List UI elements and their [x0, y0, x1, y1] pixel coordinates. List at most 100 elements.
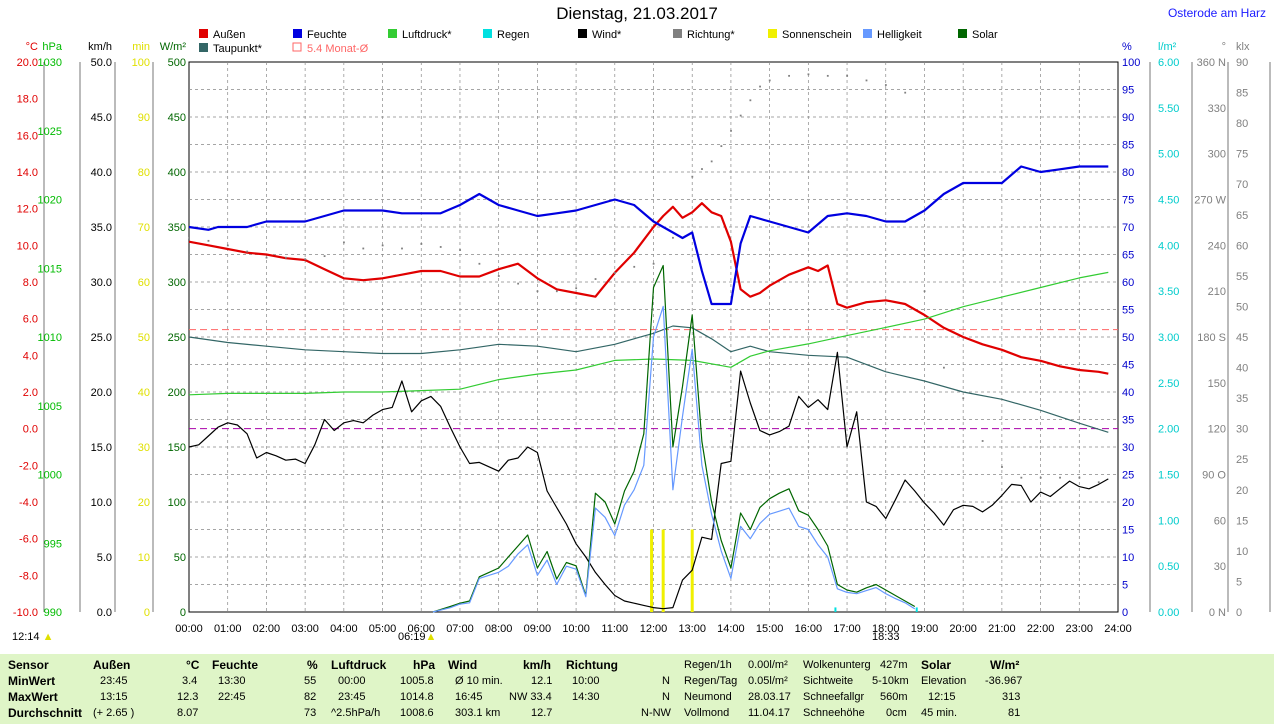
feuchte-header: Feuchte — [212, 658, 259, 672]
sensor-row-avg: Durchschnitt — [8, 706, 83, 720]
left-axis-tick: -2.0 — [19, 460, 38, 472]
left-axis-tick: 45.0 — [91, 112, 112, 124]
legend-swatch — [199, 29, 208, 38]
left-axis-tick: 50 — [138, 332, 150, 344]
right-axis-tick: 5.00 — [1158, 149, 1179, 161]
right-axis-tick: 95 — [1122, 85, 1134, 97]
left-axis-tick: 70 — [138, 222, 150, 234]
left-axis-tick: 10.0 — [17, 240, 38, 252]
left-axis-unit-4: W/m² — [160, 41, 187, 53]
right-axis-tick: 75 — [1122, 195, 1134, 207]
right-axis-tick: 70 — [1122, 222, 1134, 234]
legend-swatch — [768, 29, 777, 38]
luftdruck-min-time: 00:00 — [338, 675, 366, 687]
series-point-richtung — [1020, 476, 1023, 479]
right-axis-tick: 35 — [1122, 415, 1134, 427]
legend-label: Außen — [213, 29, 245, 41]
series-line-luftdruck- — [188, 271, 1109, 396]
right-axis-tick: 0 — [1236, 607, 1242, 619]
series-point-richtung — [594, 278, 597, 280]
series-point-richtung — [188, 236, 190, 239]
time-tick-label: 24:00 — [1104, 623, 1132, 635]
right-axis-tick: 1.50 — [1158, 470, 1179, 482]
left-axis-tick: 35.0 — [91, 222, 112, 234]
regen-tag-value: 0.05l/m² — [748, 675, 788, 687]
right-axis-tick: 80 — [1122, 167, 1134, 179]
right-axis-tick: 2.00 — [1158, 424, 1179, 436]
time-tick-label: 13:00 — [678, 623, 706, 635]
left-axis-tick: 1030 — [38, 57, 62, 69]
time-tick-label: 11:00 — [601, 623, 628, 635]
series-point-richtung — [226, 244, 229, 247]
richtung-avg-value: N-NW — [641, 707, 671, 719]
right-axis-tick: 20 — [1122, 497, 1134, 509]
series-point-richtung — [923, 290, 926, 293]
series-point-richtung — [749, 99, 752, 102]
time-tick-label: 18:00 — [872, 623, 900, 635]
aussen-header: Außen — [93, 658, 131, 672]
series-point-richtung — [497, 275, 500, 277]
right-axis-tick: 65 — [1122, 250, 1134, 262]
legend-label: Solar — [972, 29, 998, 41]
series-point-richtung — [439, 246, 442, 248]
location-link[interactable]: Osterode am Harz — [1167, 6, 1266, 20]
solar-duration: 45 min. — [921, 707, 958, 719]
series-point-richtung — [323, 255, 326, 258]
series-point-richtung — [768, 79, 771, 82]
series-line-feuchte — [188, 165, 1109, 306]
left-axis-tick: 500 — [168, 57, 186, 69]
left-axis-tick: 0.0 — [97, 607, 112, 619]
neumond-value: 28.03.17 — [748, 691, 791, 703]
wolkenuntergrenze-label: Wolkenunterg — [803, 659, 871, 671]
left-axis-tick: 1015 — [38, 263, 62, 275]
right-axis-tick: 75 — [1236, 149, 1248, 161]
time-tick-label: 06:00 — [407, 623, 435, 635]
right-axis-tick: 1.00 — [1158, 515, 1179, 527]
right-axis-unit-0: % — [1122, 41, 1132, 53]
series-point-richtung — [401, 247, 403, 250]
right-axis-tick: 150 — [1208, 378, 1226, 390]
left-axis-tick: 1025 — [38, 126, 62, 138]
series-point-richtung — [759, 85, 761, 88]
luftdruck-unit: hPa — [413, 658, 436, 672]
legend-label: Wind* — [592, 29, 622, 41]
left-axis-tick: 40.0 — [91, 167, 112, 179]
right-axis-tick: 80 — [1236, 118, 1248, 130]
series-point-richtung — [720, 145, 723, 148]
time-tick-label: 02:00 — [253, 623, 281, 635]
left-axis-tick: 10.0 — [91, 497, 112, 509]
sensor-row-min: MinWert — [8, 674, 56, 688]
series-point-richtung — [420, 243, 423, 245]
series-point-richtung — [739, 114, 742, 117]
series-point-richtung — [381, 244, 384, 247]
series-line-helligkeit — [432, 305, 916, 613]
right-axis-tick: 55 — [1236, 271, 1248, 283]
right-axis-tick: 0.00 — [1158, 607, 1179, 619]
legend-label: Luftdruck* — [402, 29, 452, 41]
left-axis-tick: 50 — [174, 552, 186, 564]
legend-swatch — [199, 43, 208, 52]
series-point-richtung — [788, 74, 790, 77]
left-axis-tick: -10.0 — [13, 607, 38, 619]
luftdruck-min-value: 1005.8 — [400, 675, 434, 687]
series-point-richtung — [701, 168, 703, 170]
series-point-richtung — [555, 290, 558, 293]
legend-label: Regen — [497, 29, 529, 41]
legend-swatch — [958, 29, 967, 38]
left-axis-tick: 90 — [138, 112, 150, 124]
series-point-richtung — [981, 440, 984, 442]
right-axis-tick: 0.50 — [1158, 561, 1179, 573]
left-axis-tick: 60 — [138, 277, 150, 289]
series-point-richtung — [904, 91, 907, 94]
aussen-min-value: 3.4 — [182, 675, 198, 687]
right-axis-tick: 35 — [1236, 393, 1248, 405]
legend-swatch — [293, 29, 302, 38]
right-axis-tick: 40 — [1122, 387, 1134, 399]
richtung-header: Richtung — [566, 658, 618, 672]
right-axis-tick: 90 O — [1202, 470, 1226, 482]
sunrise-label: 06:19▲ — [398, 631, 437, 643]
left-axis-tick: 15.0 — [91, 442, 112, 454]
legend-label: Sonnenschein — [782, 29, 852, 41]
luftdruck-max-value: 1014.8 — [400, 691, 434, 703]
left-axis-tick: 995 — [44, 538, 62, 550]
